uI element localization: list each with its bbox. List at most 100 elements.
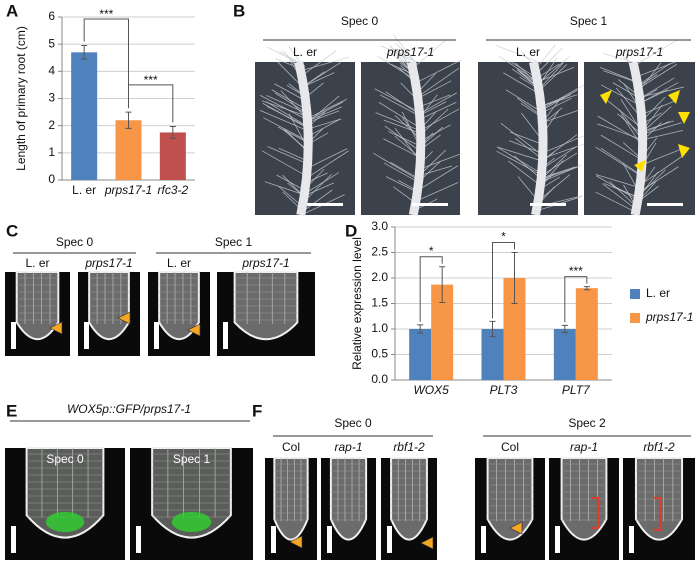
- root-hair: [539, 174, 571, 201]
- scale-bar: [11, 526, 16, 553]
- root-hair: [417, 40, 446, 65]
- root-hair: [616, 87, 640, 116]
- error-bar: [439, 266, 446, 303]
- x-tick-label: WOX5: [413, 383, 449, 397]
- root-hair: [521, 112, 540, 137]
- error-bar: [125, 111, 132, 129]
- root-hair: [276, 174, 305, 191]
- scale-bar: [307, 203, 343, 206]
- root-hair: [271, 89, 305, 109]
- significance-bracket: [564, 276, 588, 323]
- column-label: rap-1: [334, 440, 362, 454]
- root-hair: [539, 63, 560, 77]
- bar: [71, 52, 98, 180]
- scale-bar: [11, 322, 16, 349]
- root-hair: [374, 88, 418, 112]
- root-hair: [595, 174, 640, 188]
- column-label: prps17-1: [386, 45, 434, 59]
- root-hair: [617, 113, 640, 133]
- y-tick-label: 4: [48, 64, 55, 78]
- scale-bar: [647, 203, 683, 206]
- y-tick-label: 3.0: [371, 219, 388, 233]
- root-hair: [259, 94, 305, 119]
- bar: [481, 329, 504, 380]
- panel-label: C: [6, 221, 18, 240]
- y-axis-label: Length of primary root (cm): [14, 26, 28, 171]
- root-hair: [383, 138, 418, 157]
- root-hair: [638, 63, 677, 89]
- root-hair: [496, 150, 540, 175]
- bar: [575, 288, 598, 380]
- column-label: rap-1: [570, 440, 598, 454]
- root-hair: [304, 189, 333, 211]
- root-hair: [304, 50, 337, 74]
- legend-label: L. er: [646, 286, 670, 300]
- root-hair: [390, 161, 418, 179]
- bracket-marker: [592, 497, 661, 531]
- root-hair: [539, 56, 570, 83]
- scale-bar: [555, 526, 560, 553]
- root-hair: [386, 176, 418, 193]
- root-hair: [620, 99, 640, 128]
- root: [529, 60, 548, 216]
- root-tip: [329, 457, 368, 541]
- root-hair: [495, 45, 540, 63]
- root-hair: [600, 134, 640, 159]
- root-hair: [539, 62, 564, 90]
- column-label: Col: [282, 440, 300, 454]
- root-hair: [304, 173, 332, 202]
- root-hair: [261, 100, 305, 116]
- root: [294, 60, 313, 216]
- root-hair: [513, 155, 540, 178]
- root-tip: [560, 457, 608, 541]
- root-hair: [539, 64, 568, 91]
- group-title: Spec 0: [56, 235, 94, 249]
- root-hair: [539, 94, 578, 108]
- arrowhead: [634, 160, 646, 172]
- arrowhead: [678, 144, 690, 158]
- root-tip: [88, 271, 130, 340]
- root-hair: [638, 63, 671, 85]
- y-tick-label: 2: [48, 118, 55, 132]
- root-tip: [390, 457, 428, 541]
- error-bar: [81, 45, 88, 60]
- root-hair: [539, 84, 585, 111]
- column-label: prps17-1: [615, 45, 663, 59]
- root-hair: [638, 74, 658, 87]
- root-tip: [486, 457, 534, 541]
- y-tick-label: 0.0: [371, 372, 388, 386]
- root-hair: [508, 160, 540, 186]
- root-hair: [274, 83, 305, 101]
- root-hair: [514, 137, 540, 158]
- root-tip: [15, 271, 60, 340]
- y-tick-label: 3: [48, 91, 55, 105]
- bar: [409, 329, 432, 380]
- bar: [115, 120, 142, 180]
- root-hair: [288, 113, 306, 143]
- root-hair: [623, 142, 640, 158]
- root-hair: [395, 42, 418, 65]
- root-hair: [503, 72, 540, 95]
- root-hair: [375, 112, 418, 130]
- root-hair: [385, 91, 418, 114]
- panel-label: F: [252, 401, 262, 420]
- root-hair: [417, 181, 459, 201]
- scale-bar: [136, 526, 141, 553]
- significance-bracket: [128, 84, 174, 123]
- scale-bar: [271, 526, 276, 553]
- error-bar: [511, 252, 518, 304]
- y-tick-label: 0: [48, 172, 55, 186]
- y-tick-label: 2.0: [371, 270, 388, 284]
- root-hair: [277, 126, 305, 142]
- scale-bar: [481, 526, 486, 553]
- scale-bar: [154, 322, 159, 349]
- root-tip: [233, 271, 299, 341]
- micrographs: [5, 34, 695, 560]
- root-hair: [539, 165, 581, 184]
- root-hair: [417, 165, 458, 192]
- root-hair: [284, 128, 305, 150]
- root-hair: [638, 156, 682, 187]
- group-title: Spec 2: [568, 416, 606, 430]
- y-tick-label: 1.5: [371, 296, 388, 310]
- legend-swatch: [630, 289, 640, 299]
